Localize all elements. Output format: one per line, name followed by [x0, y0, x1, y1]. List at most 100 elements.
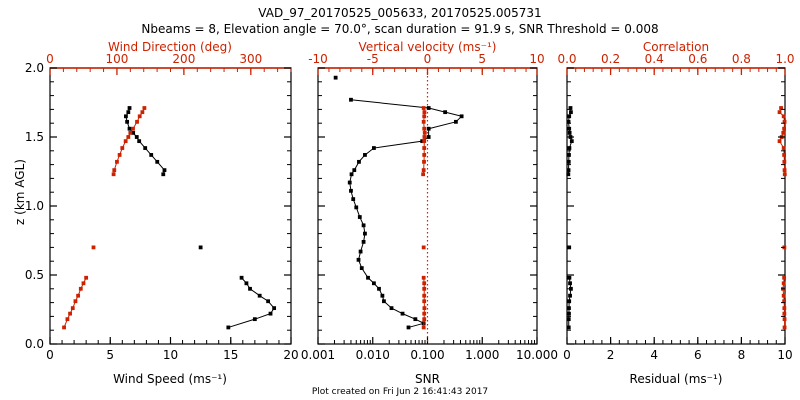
data-point [198, 245, 203, 250]
data-point [115, 159, 119, 164]
data-point [226, 325, 231, 330]
data-point [782, 119, 787, 124]
bottom-tick-label: 1.000 [465, 348, 499, 362]
data-point [782, 172, 787, 177]
bottom-tick-label: 0.010 [356, 348, 390, 362]
page-title: VAD_97_20170525_005633, 20170525.005731 [258, 6, 542, 20]
data-point [781, 114, 786, 119]
data-point [566, 119, 571, 124]
data-point [568, 281, 572, 286]
data-point [126, 110, 131, 115]
data-point [244, 281, 249, 286]
data-point [112, 168, 117, 173]
data-point [257, 293, 262, 298]
data-point [567, 275, 572, 280]
data-point [566, 159, 571, 164]
data-point [422, 311, 427, 316]
data-point [84, 275, 89, 280]
y-tick-label: 0.5 [25, 268, 44, 282]
y-tick-label: 0.0 [25, 337, 44, 351]
series-wind-direction [62, 106, 147, 330]
data-point [422, 130, 427, 135]
data-point [142, 106, 147, 110]
data-point [358, 249, 363, 254]
data-point [422, 281, 427, 286]
bottom-tick-label: 8 [738, 348, 746, 362]
data-point [161, 172, 166, 177]
data-point [426, 126, 431, 131]
page-subtitle: Nbeams = 8, Elevation angle = 70.0°, sca… [141, 22, 659, 36]
data-point [131, 126, 135, 131]
data-point [135, 119, 139, 124]
data-point [366, 275, 370, 280]
data-point [421, 168, 426, 173]
data-point [413, 317, 418, 322]
data-point [781, 146, 786, 150]
top-tick-label: 10 [529, 52, 544, 66]
data-point [782, 325, 787, 330]
bottom-tick-label: 0.001 [301, 348, 335, 362]
data-point [782, 299, 787, 304]
data-point [266, 299, 271, 304]
top-tick-label: 100 [105, 52, 128, 66]
series-snr [333, 75, 464, 330]
data-point [382, 299, 386, 304]
data-point [421, 275, 426, 280]
data-point [422, 146, 427, 150]
data-point [406, 325, 411, 330]
panel-residual: 0 2 4 6 8 10 0.0 0.2 0.4 0.6 0.8 1.0 [557, 52, 794, 362]
top-tick-label: 5 [478, 52, 486, 66]
data-point [351, 197, 356, 201]
data-point [134, 135, 139, 139]
series-vertical-velocity [421, 106, 427, 330]
data-point [380, 293, 385, 298]
data-point [76, 293, 81, 298]
top-tick-label: 0.8 [732, 52, 751, 66]
data-point [782, 317, 787, 322]
data-point [357, 159, 361, 164]
bottom-tick-label: 0 [563, 348, 571, 362]
panel-frame [566, 67, 786, 345]
data-point [120, 146, 125, 150]
data-point [123, 139, 128, 144]
data-point [567, 126, 572, 131]
data-point [421, 325, 426, 330]
data-point [443, 110, 448, 115]
data-point [422, 153, 427, 157]
data-point [421, 119, 426, 124]
data-point [422, 317, 427, 322]
data-point [422, 126, 427, 131]
data-point [568, 106, 573, 110]
data-point [62, 325, 66, 330]
data-point [782, 306, 787, 311]
data-point [422, 299, 427, 304]
bottom-tick-label: 2 [607, 348, 615, 362]
y-tick-label: 2.0 [25, 61, 44, 75]
data-point [149, 153, 154, 157]
panel1-bottom-axis-label: Wind Speed (ms⁻¹) [113, 372, 227, 386]
data-point [354, 205, 359, 210]
top-tick-label: 0.6 [688, 52, 707, 66]
data-point [68, 311, 72, 316]
data-point [124, 114, 128, 119]
panel2-bottom-axis-label: SNR [415, 372, 440, 386]
bottom-tick-label: 10 [163, 348, 178, 362]
data-point [137, 114, 142, 119]
data-point [111, 172, 116, 177]
data-point [81, 281, 86, 286]
data-point [422, 159, 426, 164]
data-point [70, 306, 75, 311]
data-point [422, 306, 427, 311]
panel2-top-axis-label: Vertical velocity (ms⁻¹) [358, 40, 497, 54]
data-point [782, 126, 787, 131]
data-point [567, 130, 572, 135]
plot-credit: Plot created on Fri Jun 2 16:41:43 2017 [311, 387, 489, 397]
data-point [131, 130, 136, 135]
data-point [566, 168, 571, 173]
data-point [782, 159, 787, 164]
data-point [422, 135, 427, 139]
data-point [567, 299, 572, 304]
top-tick-label: 0 [424, 52, 432, 66]
